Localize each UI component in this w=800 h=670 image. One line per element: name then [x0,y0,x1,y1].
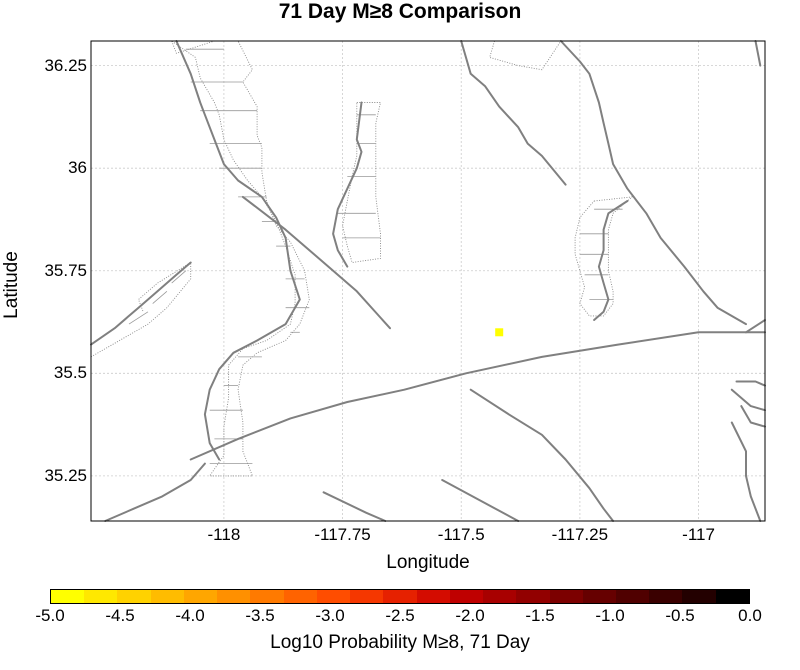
colorbar-tick-label: -4.0 [175,606,205,625]
fault-trace [332,101,363,268]
colorbar-tick-label: -1.5 [525,606,555,625]
fault-trace [322,491,387,522]
colorbar-segment [350,590,384,603]
fault-trace [754,40,762,67]
fault-trace [735,380,766,387]
x-tick-label: -118 [207,525,241,544]
colorbar-tick-label: -4.5 [105,606,135,625]
fault-trace [90,261,192,346]
x-tick-label: -117.5 [437,525,485,544]
grid-lines [91,41,765,521]
fault-zone-hatching [128,48,623,465]
colorbar-segment [84,590,118,603]
y-axis-label: Latitude [1,251,22,319]
colorbar-segment [649,590,683,603]
fault-trace [104,462,206,522]
fault-zone-outline [574,196,634,317]
fault-zone-hatch [152,290,168,304]
probability-cell [495,328,504,337]
plot-frame [90,40,766,522]
x-axis-label: Longitude [386,552,470,573]
colorbar-segment [51,590,85,603]
colorbar-segment [483,590,517,603]
colorbar-segment [715,590,749,603]
colorbar-segment [582,590,616,603]
colorbar-segment [416,590,450,603]
colorbar-segment [383,590,417,603]
y-tick-label: 35.75 [44,260,87,280]
colorbar-segment [217,590,251,603]
colorbar-tick-label: -2.0 [455,606,485,625]
chart-title: 71 Day M≥8 Comparison [278,0,522,23]
x-tick-label: -117 [682,525,715,544]
colorbar-segment [516,590,550,603]
fault-zone-outline [90,261,192,358]
fault-trace [469,388,615,522]
colorbar [50,589,750,604]
colorbar-segment [549,590,583,603]
fault-trace [241,195,391,330]
y-tick-label: 36.25 [44,55,87,75]
colorbar-tick-label: -2.5 [385,606,415,625]
fault-trace [745,319,766,334]
fault-trace [593,200,629,321]
fault-trace [175,40,301,461]
fault-trace [559,40,747,326]
y-tick-label: 36 [68,158,87,178]
colorbar-tick-label: -5.0 [35,606,65,625]
fault-traces [90,40,766,522]
colorbar-tick-label: 0.0 [738,606,762,625]
colorbar-tick-label: -3.0 [315,606,345,625]
colorbar-segment [316,590,351,603]
probability-cells [495,328,504,337]
fault-trace [730,421,762,522]
colorbar-segment [117,590,151,603]
colorbar-segment [183,590,218,603]
colorbar-segment [449,590,484,603]
colorbar-label: Log10 Probability M≥8, 71 Day [270,632,530,653]
x-tick-label: -117.25 [551,525,609,544]
fault-trace [441,479,520,522]
y-tick-label: 35.5 [53,363,87,383]
x-tick-label: -117.75 [314,525,371,544]
fault-trace [460,40,567,186]
fault-trace [730,388,766,412]
colorbar-segment [283,590,317,603]
fault-zone-hatch [171,270,187,284]
fault-zone-hatch [128,311,149,325]
fault-trace [189,331,766,461]
colorbar-tick-label: -3.5 [245,606,275,625]
colorbar-segment [615,590,650,603]
colorbar-segment [682,590,716,603]
fault-zone-outline [342,102,382,264]
colorbar-segment [150,590,184,603]
colorbar-tick-label: -0.5 [665,606,695,625]
colorbar-segment [250,590,284,603]
y-tick-label: 35.25 [44,465,87,485]
colorbar-tick-label: -1.0 [595,606,625,625]
fault-trace [740,405,766,428]
